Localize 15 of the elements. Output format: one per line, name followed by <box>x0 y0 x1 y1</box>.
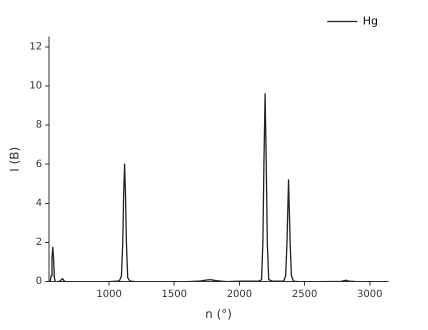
y-tick-label: 8 <box>36 120 42 131</box>
legend-label: Hg <box>362 14 378 28</box>
y-tick-label: 0 <box>36 276 42 288</box>
x-axis-title: n (°) <box>205 306 232 321</box>
y-axis-title: I (B) <box>7 146 22 172</box>
x-tick-label: 2500 <box>292 289 318 300</box>
x-tick-label: 3000 <box>357 289 382 300</box>
y-tick-label: 4 <box>36 198 42 209</box>
y-tick-label: 6 <box>36 158 42 170</box>
y-tick-label: 12 <box>29 41 42 52</box>
y-tick-label: 10 <box>29 80 42 92</box>
x-tick-label: 1000 <box>96 289 122 300</box>
x-tick-label: 1500 <box>162 289 187 300</box>
x-tick-label: 2000 <box>226 289 252 300</box>
y-tick-label: 2 <box>36 237 42 248</box>
